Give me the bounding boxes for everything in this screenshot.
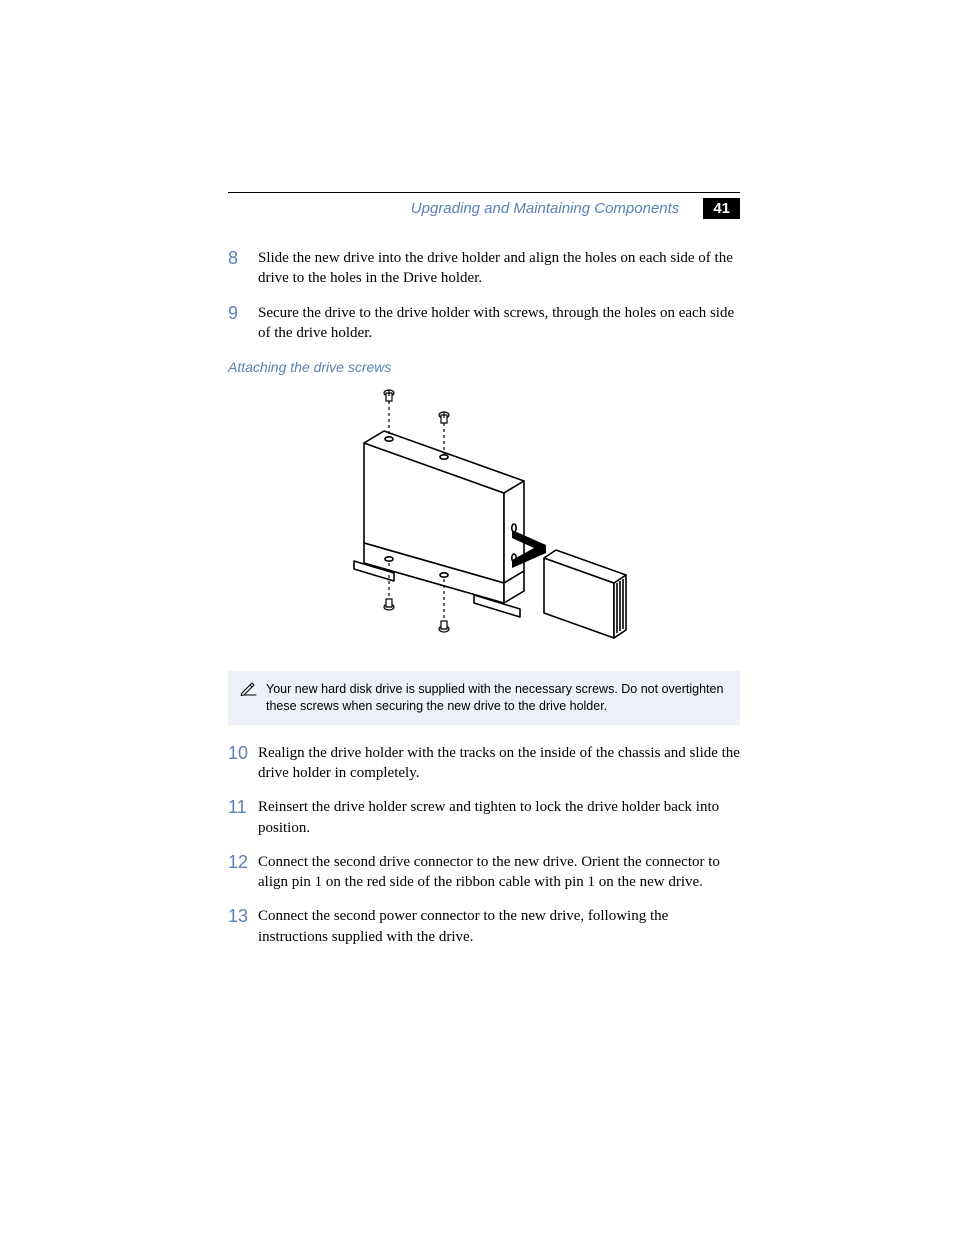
step-item: 9 Secure the drive to the drive holder w… <box>228 303 740 344</box>
step-number: 10 <box>228 743 258 784</box>
step-text: Realign the drive holder with the tracks… <box>258 743 740 784</box>
step-item: 13 Connect the second power connector to… <box>228 906 740 947</box>
step-number: 9 <box>228 303 258 344</box>
section-title: Upgrading and Maintaining Components <box>411 200 680 217</box>
figure <box>228 383 740 653</box>
step-number: 12 <box>228 852 258 893</box>
step-text: Connect the second power connector to th… <box>258 906 740 947</box>
step-item: 11 Reinsert the drive holder screw and t… <box>228 797 740 838</box>
header-rule <box>228 192 740 193</box>
page-content: 8 Slide the new drive into the drive hol… <box>228 248 740 961</box>
drive-diagram-icon <box>334 383 634 653</box>
step-text: Connect the second drive connector to th… <box>258 852 740 893</box>
step-number: 8 <box>228 248 258 289</box>
page-header: Upgrading and Maintaining Components 41 <box>228 198 740 219</box>
pencil-icon <box>240 682 258 701</box>
step-item: 8 Slide the new drive into the drive hol… <box>228 248 740 289</box>
note-callout: Your new hard disk drive is supplied wit… <box>228 671 740 725</box>
step-text: Secure the drive to the drive holder wit… <box>258 303 740 344</box>
step-number: 13 <box>228 906 258 947</box>
step-item: 10 Realign the drive holder with the tra… <box>228 743 740 784</box>
note-text: Your new hard disk drive is supplied wit… <box>266 681 728 715</box>
page-number: 41 <box>703 198 740 219</box>
step-text: Reinsert the drive holder screw and tigh… <box>258 797 740 838</box>
step-number: 11 <box>228 797 258 838</box>
step-item: 12 Connect the second drive connector to… <box>228 852 740 893</box>
step-text: Slide the new drive into the drive holde… <box>258 248 740 289</box>
figure-caption: Attaching the drive screws <box>228 359 740 375</box>
